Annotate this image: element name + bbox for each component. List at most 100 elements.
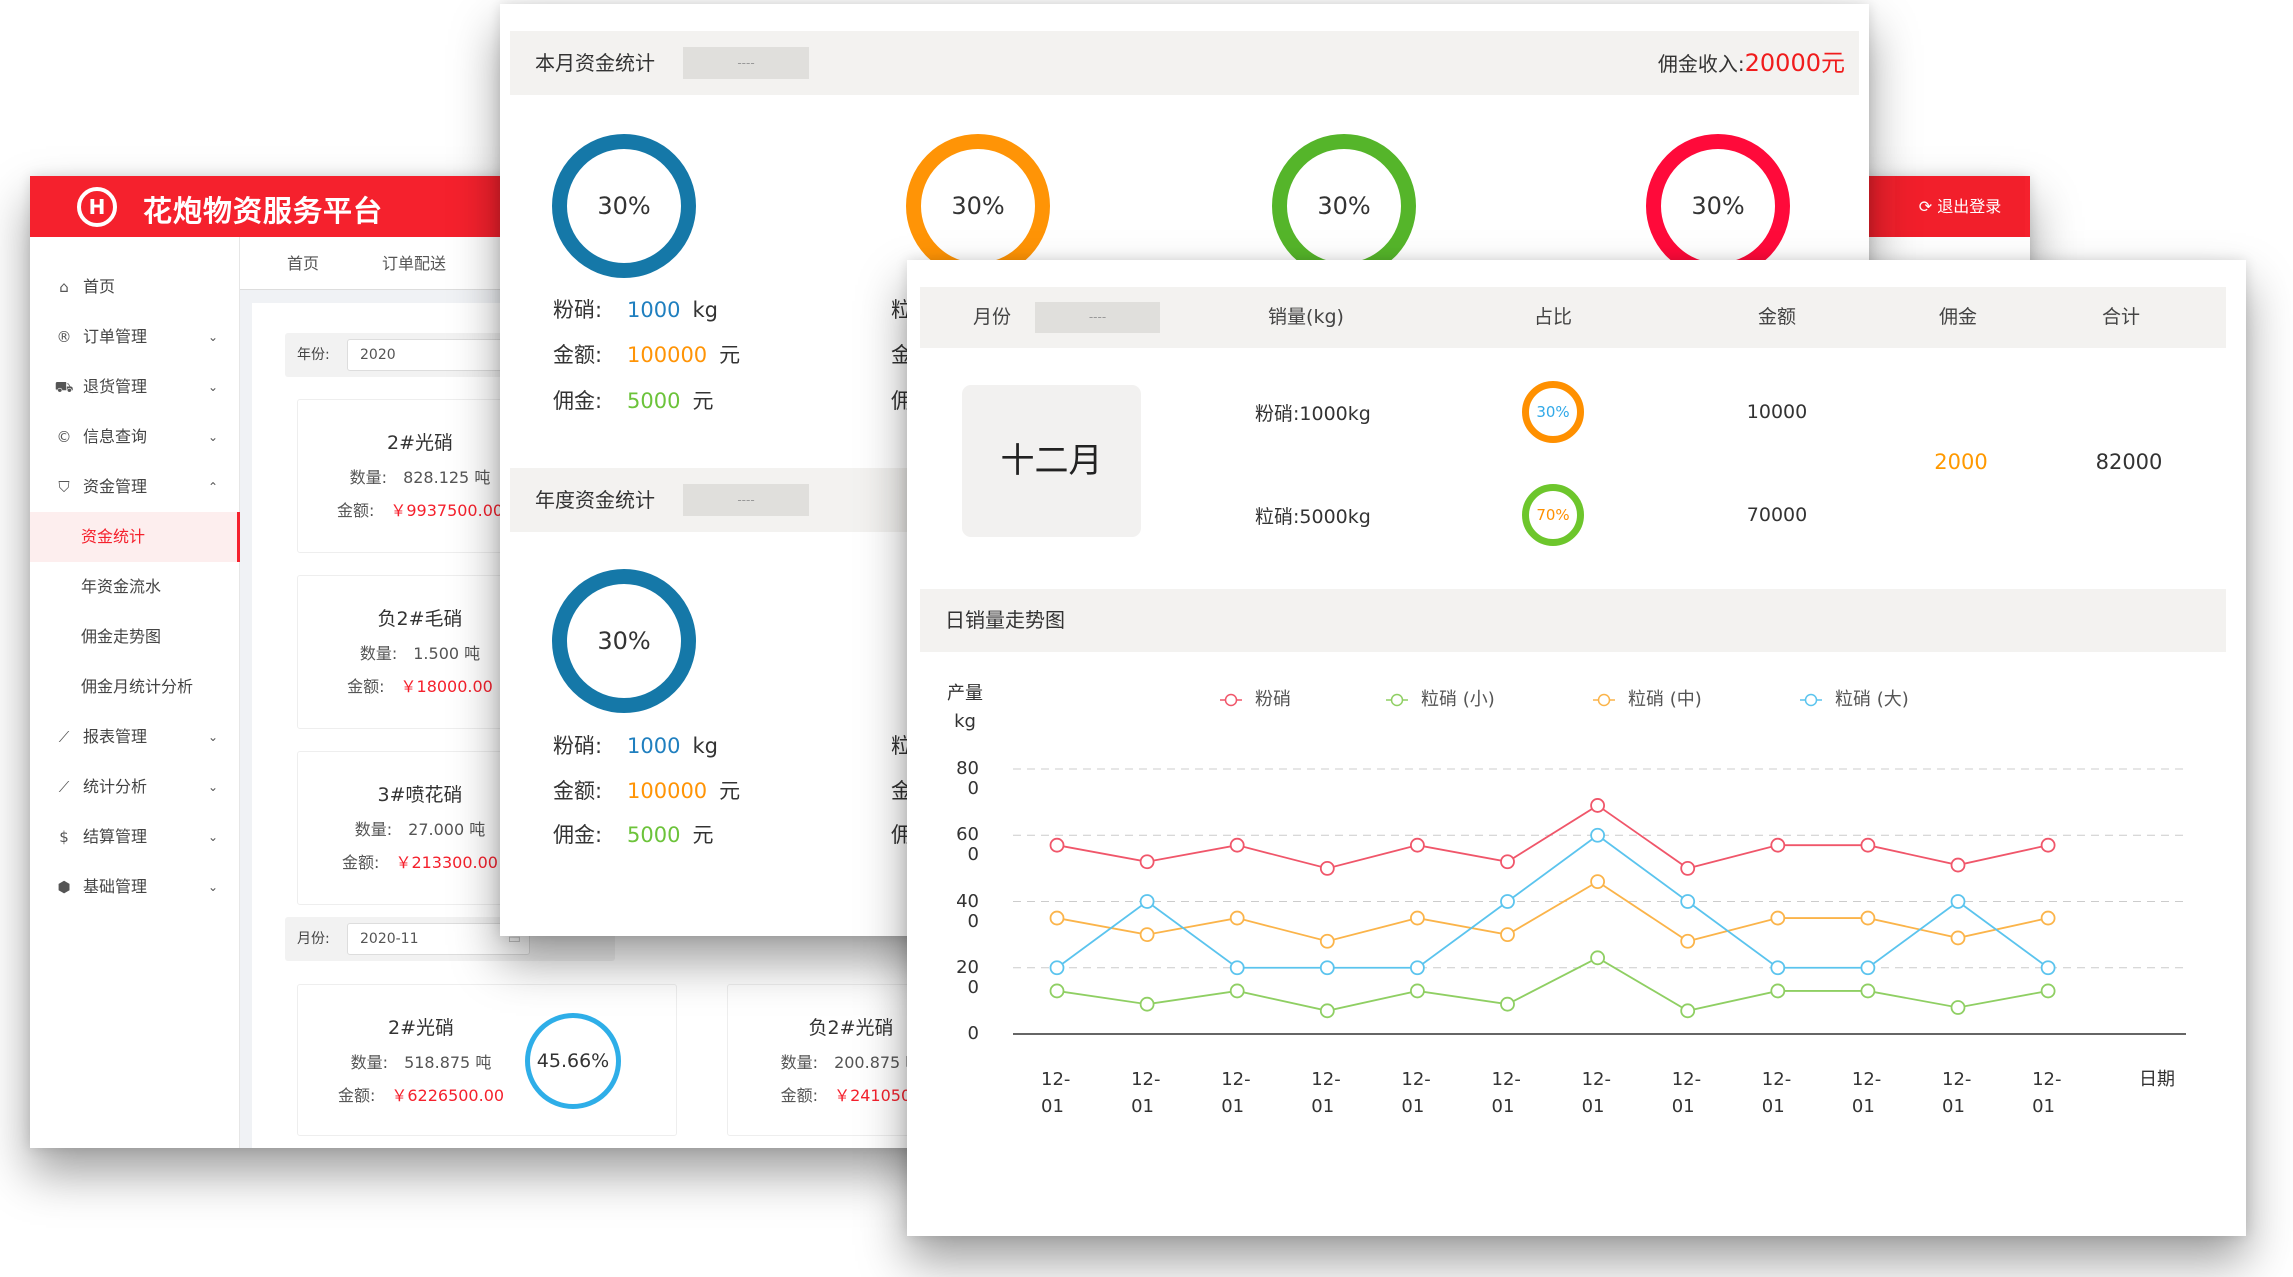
data-point[interactable] <box>1950 930 1966 946</box>
legend-item[interactable]: 粉硝 <box>1255 689 1291 710</box>
data-point[interactable] <box>1770 983 1786 999</box>
data-point[interactable] <box>1590 950 1605 966</box>
sidebar-item[interactable]: 资金统计 <box>30 512 240 562</box>
amount-value: 10000 <box>1746 401 1808 423</box>
logout-button[interactable]: ⟳ 退出登录 <box>1895 176 2025 237</box>
data-point[interactable] <box>1680 933 1696 949</box>
data-point[interactable] <box>1049 910 1065 926</box>
data-point[interactable] <box>1409 960 1425 976</box>
data-point[interactable] <box>1229 960 1245 976</box>
sidebar-item[interactable]: ⛉ 资金管理 ⌃ <box>30 462 240 512</box>
stat-row: 佣金: 5000 元 <box>553 386 713 416</box>
month-card: 2#光硝 数量: 518.875 吨 金额: ￥6226500.00 45.66% <box>297 984 677 1136</box>
series-line <box>1056 834 2049 969</box>
data-point[interactable] <box>1409 910 1425 926</box>
data-point[interactable] <box>1500 854 1515 870</box>
month-input[interactable]: 2020-11 ▭ <box>347 923 530 955</box>
x-tick-label: 12-01 <box>1401 1069 1431 1117</box>
chevron-down-icon: ⌄ <box>208 430 219 444</box>
ratio-donut: 70% <box>1522 484 1584 546</box>
legend-marker <box>1597 693 1611 707</box>
data-point[interactable] <box>1680 894 1696 909</box>
legend-item[interactable]: 粒硝 (中) <box>1628 689 1702 710</box>
chart-header: 日销量走势图 <box>920 589 2226 652</box>
sidebar-item[interactable]: © 信息查询 ⌄ <box>30 412 240 462</box>
data-point[interactable] <box>1680 860 1696 876</box>
sidebar-item-label: 统计分析 <box>83 777 148 796</box>
data-point[interactable] <box>2040 910 2056 926</box>
data-point[interactable] <box>1229 910 1245 926</box>
legend-marker <box>1804 693 1818 707</box>
qty-value: 200.875 吨 <box>834 1053 922 1072</box>
data-point[interactable] <box>1860 960 1876 976</box>
data-point[interactable] <box>1319 960 1335 976</box>
data-point[interactable] <box>1229 837 1245 853</box>
data-point[interactable] <box>1590 827 1605 843</box>
data-point[interactable] <box>1409 983 1425 999</box>
sidebar-item[interactable]: $ 结算管理 ⌄ <box>30 812 240 862</box>
data-point[interactable] <box>1229 983 1245 999</box>
data-point[interactable] <box>1950 1000 1966 1015</box>
data-point[interactable] <box>1139 854 1155 870</box>
data-point[interactable] <box>1590 874 1605 890</box>
yearly-donut: 30% <box>552 569 696 713</box>
sidebar-item[interactable]: ⟋ 报表管理 ⌄ <box>30 712 240 762</box>
stat-unit: 元 <box>692 389 714 413</box>
data-point[interactable] <box>1860 983 1876 999</box>
sidebar-item[interactable]: 年资金流水 <box>30 562 240 612</box>
stat-row: 佣金: 5000 元 <box>553 820 713 850</box>
sidebar-item[interactable]: 佣金月统计分析 <box>30 662 240 712</box>
sidebar-item[interactable]: ® 订单管理 ⌄ <box>30 312 240 362</box>
sidebar-item[interactable]: ⛟ 退货管理 ⌄ <box>30 362 240 412</box>
legend-item[interactable]: 粒硝 (大) <box>1835 689 1909 710</box>
card-name: 2#光硝 <box>387 1017 454 1039</box>
data-point[interactable] <box>1049 960 1065 976</box>
data-point[interactable] <box>1319 860 1335 876</box>
data-point[interactable] <box>1049 837 1065 853</box>
data-point[interactable] <box>2040 837 2056 853</box>
card-qty: 数量: 200.875 吨 <box>728 1049 974 1073</box>
home-icon: ⌂ <box>59 278 69 296</box>
data-point[interactable] <box>1770 910 1786 926</box>
data-point[interactable] <box>1860 910 1876 926</box>
data-point[interactable] <box>2040 960 2056 976</box>
month-filter: 月份: 2020-11 ▭ <box>285 917 615 961</box>
data-point[interactable] <box>1860 837 1876 853</box>
x-tick-label: 12-01 <box>1131 1069 1161 1117</box>
data-point[interactable] <box>1409 837 1425 853</box>
data-point[interactable] <box>1500 996 1515 1012</box>
tab-home[interactable]: 首页 <box>286 254 320 273</box>
data-point[interactable] <box>1139 996 1155 1012</box>
data-point[interactable] <box>1139 894 1155 909</box>
data-point[interactable] <box>1950 894 1966 909</box>
sidebar-item-label: 基础管理 <box>83 877 148 896</box>
sidebar-item[interactable]: ⌂ 首页 <box>30 262 240 312</box>
month-filter-label: 月份: <box>297 931 330 947</box>
sidebar-item[interactable]: 佣金走势图 <box>30 612 240 662</box>
legend-item[interactable]: 粒硝 (小) <box>1421 689 1495 710</box>
data-point[interactable] <box>1680 1003 1696 1019</box>
data-point[interactable] <box>1049 983 1065 999</box>
data-point[interactable] <box>1590 798 1605 813</box>
stat-value: 100000 <box>627 779 708 803</box>
sidebar-item[interactable]: ⬢ 基础管理 ⌄ <box>30 862 240 912</box>
data-point[interactable] <box>1500 894 1515 909</box>
sidebar-item[interactable]: ⟋ 统计分析 ⌄ <box>30 762 240 812</box>
card-amount: 金额: ￥2410500 <box>728 1082 974 1106</box>
data-point[interactable] <box>1139 927 1155 943</box>
data-point[interactable] <box>1319 933 1335 949</box>
stat-unit: 元 <box>692 823 714 847</box>
stat-value: 1000 <box>627 734 681 758</box>
monthly-select[interactable]: ---- <box>683 47 809 79</box>
data-point[interactable] <box>1770 837 1786 853</box>
tab-order-delivery[interactable]: 订单配送 <box>381 254 447 273</box>
data-point[interactable] <box>1500 927 1515 943</box>
data-point[interactable] <box>1770 960 1786 976</box>
month-select[interactable]: ---- <box>1035 302 1160 333</box>
monthly-donut: 30% <box>552 134 696 278</box>
data-point[interactable] <box>1950 857 1966 873</box>
data-point[interactable] <box>1319 1003 1335 1019</box>
series-line <box>1056 880 2049 943</box>
yearly-select[interactable]: ---- <box>683 484 809 516</box>
data-point[interactable] <box>2040 983 2056 999</box>
